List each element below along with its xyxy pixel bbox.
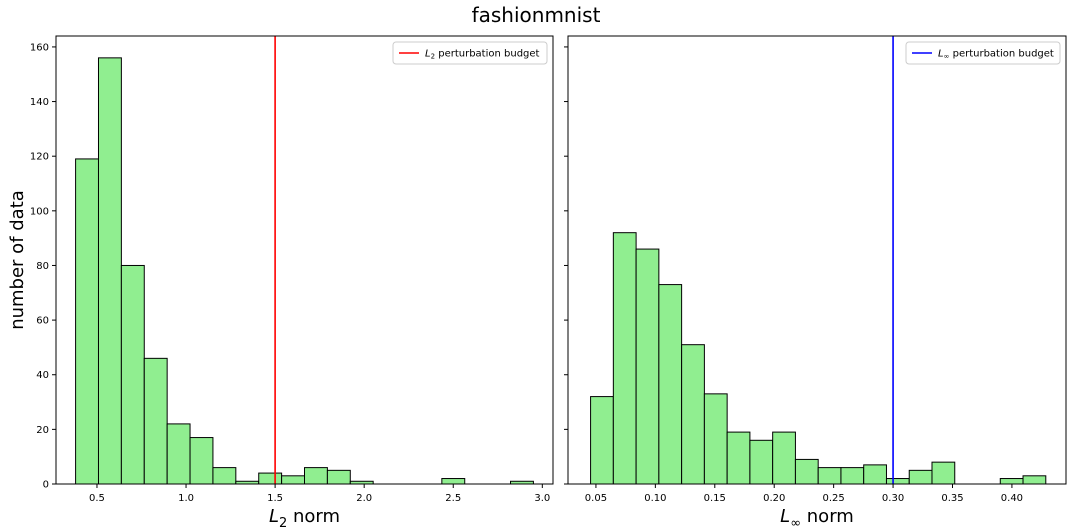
l2-x-tick-label: 2.5 [445,493,461,504]
linf-histogram-bar [908,469,933,485]
l2-y-tick-label: 0 [43,480,49,491]
linf-histogram-bar [749,439,774,485]
linf-x-tick-label: 0.35 [941,493,963,504]
linf-x-tick-label: 0.40 [1001,493,1023,504]
linf-x-tick-label: 0.10 [644,493,666,504]
linf-histogram-bar [999,478,1024,485]
x-axis-label-subscript: 2 [279,516,287,531]
linf-histogram-bar [612,232,637,485]
l2-x-tick-label: 1.0 [178,493,194,504]
l2-x-tick-label: 3.0 [534,493,550,504]
l2-y-tick-label: 20 [36,425,49,436]
l2-histogram-bar [120,264,145,485]
legend-label-subscript: ∞ [944,53,950,61]
l2-norm-histogram-panel: 0.5 1.0 1.5 2.0 2.5 3.0 0 20 40 60 80 100 120 140 160 L… [30,35,554,531]
l2-y-tick-label: 100 [30,206,49,217]
l2-histogram-bar [189,437,214,485]
x-axis-label-rest: norm [287,506,340,527]
linf-histogram-bar [794,458,819,485]
x-axis-label-base: L [780,506,790,527]
linf-histogram-bar [840,467,865,485]
l2-histogram-bar [326,469,351,485]
linf-x-tick-label: 0.20 [763,493,785,504]
l2-y-tick-label: 40 [36,370,49,381]
l2-histogram-bar [212,467,237,485]
x-axis-label-subscript: ∞ [790,516,801,531]
l2-y-tick-label: 140 [30,97,49,108]
linf-norm-histogram-panel: 0.05 0.10 0.15 0.20 0.25 0.30 0.35 0.40L∞ normL… [564,35,1067,531]
linf-histogram-bar [590,396,614,485]
l2-y-tick-label: 120 [30,152,49,163]
linf-x-axis-label: L∞ norm [780,506,854,531]
linf-histogram-bar [726,431,751,485]
l2-histogram-bar [304,467,328,485]
legend-label-rest: perturbation budget [949,49,1054,60]
x-axis-label-rest: norm [801,506,854,527]
legend-label-subscript: 2 [431,53,435,61]
linf-x-tick-label: 0.25 [823,493,845,504]
linf-histogram-bar [931,461,956,485]
linf-histogram-bar [658,284,683,485]
linf-histogram-bar [817,467,842,485]
l2-y-tick-label: 160 [30,42,49,53]
l2-y-tick-label: 60 [36,316,49,327]
linf-histogram-bar [1022,475,1047,485]
l2-x-tick-label: 0.5 [89,493,105,504]
legend-label-base: L [938,49,944,60]
x-axis-label-base: L [269,506,279,527]
l2-x-axis-label: L2 norm [269,506,340,531]
l2-x-tick-label: 1.5 [267,493,283,504]
legend-label-base: L [425,49,431,60]
l2-legend-box [392,41,548,65]
figure-title: fashionmnist [472,3,601,27]
l2-y-tick-label: 80 [36,261,49,272]
linf-histogram-bar [863,464,887,485]
linf-legend-label: L∞ perturbation budget [938,49,1054,61]
l2-x-tick-label: 2.0 [356,493,372,504]
linf-x-tick-label: 0.15 [704,493,726,504]
linf-legend-box [905,41,1061,65]
linf-histogram-bar [635,248,660,485]
l2-histogram-bar [143,357,168,485]
linf-x-tick-label: 0.30 [882,493,904,504]
linf-axes-frame [567,35,1067,485]
l2-histogram-bar [75,158,99,485]
linf-histogram-bar [772,431,796,485]
legend-label-rest: perturbation budget [435,49,540,60]
l2-histogram-bar [97,57,122,485]
linf-histogram-bar [703,393,728,485]
l2-histogram-bar [281,475,305,485]
y-axis-label: number of data [7,190,28,330]
linf-histogram-bar [681,344,705,485]
l2-legend-label: L2 perturbation budget [425,49,540,61]
linf-histogram-bar [885,478,910,485]
linf-x-tick-label: 0.05 [585,493,607,504]
l2-axes-frame [55,35,554,485]
l2-histogram-bar [441,478,466,485]
l2-histogram-bar [166,423,191,485]
l2-histogram-bar [258,472,283,485]
